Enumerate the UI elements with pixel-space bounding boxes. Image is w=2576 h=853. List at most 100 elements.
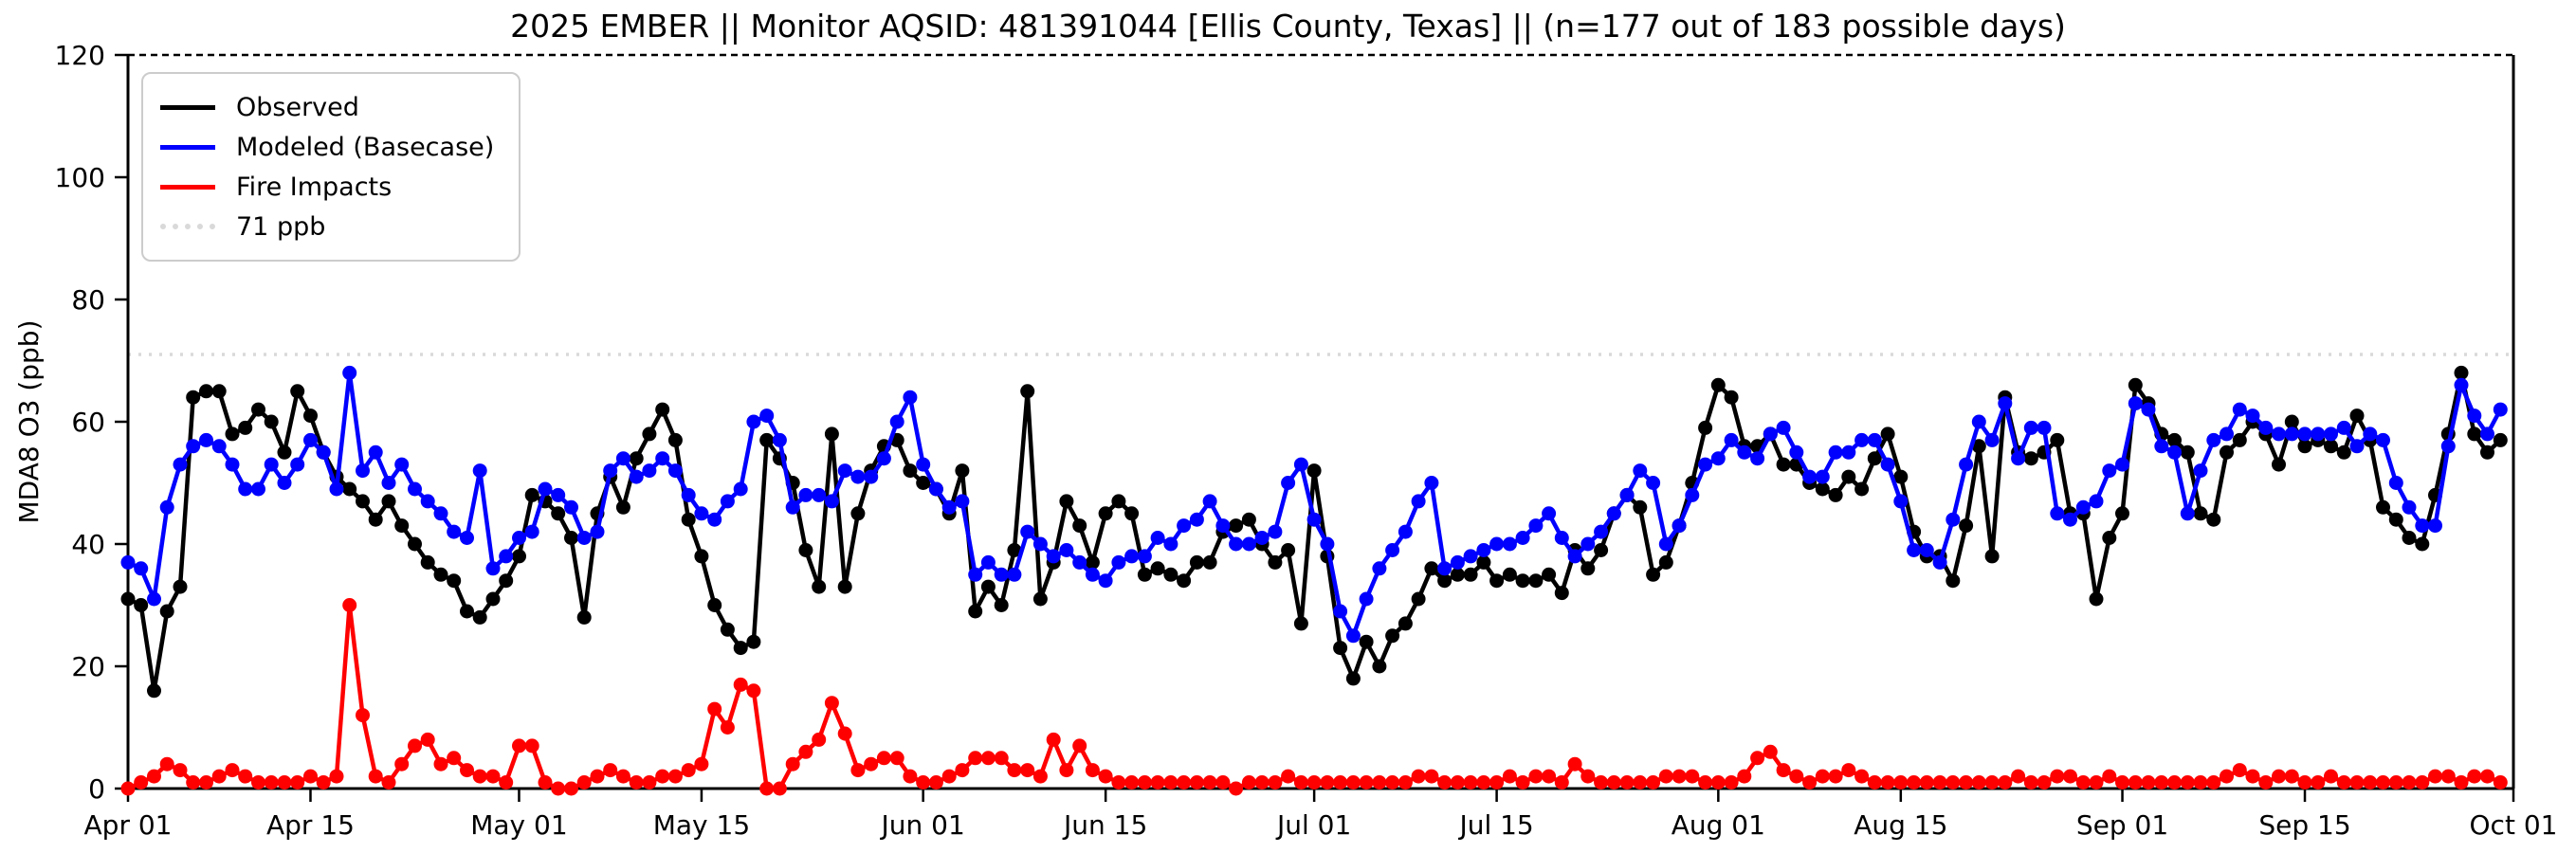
- series-point-2: [1320, 775, 1335, 789]
- x-tick-label: Aug 15: [1854, 809, 1947, 841]
- series-point-0: [1633, 499, 1648, 515]
- series-point-0: [1554, 586, 1569, 601]
- series-point-1: [2023, 420, 2038, 435]
- series-point-1: [225, 457, 240, 472]
- series-point-2: [772, 781, 787, 796]
- x-tick-label: Sep 15: [2258, 809, 2350, 841]
- series-point-1: [1867, 432, 1882, 447]
- series-point-1: [2011, 451, 2026, 466]
- x-tick-label: Jul 15: [1457, 809, 1533, 841]
- series-point-1: [512, 531, 526, 545]
- series-point-1: [1398, 524, 1413, 539]
- series-point-2: [1202, 775, 1217, 789]
- series-point-0: [1854, 481, 1870, 497]
- series-point-1: [420, 494, 435, 509]
- series-point-1: [1385, 543, 1400, 557]
- series-point-2: [1372, 775, 1387, 789]
- series-point-2: [1932, 775, 1947, 789]
- series-point-0: [277, 445, 292, 460]
- series-point-1: [1580, 536, 1596, 552]
- series-point-2: [394, 756, 410, 771]
- series-point-1: [1359, 591, 1374, 607]
- series-point-2: [1411, 769, 1426, 784]
- series-point-0: [2115, 506, 2129, 521]
- series-point-0: [1502, 567, 1517, 582]
- series-point-1: [1450, 554, 1465, 570]
- series-point-1: [2258, 420, 2274, 435]
- series-point-1: [1189, 512, 1204, 527]
- series-point-0: [499, 573, 514, 589]
- series-point-1: [837, 463, 852, 479]
- series-point-1: [1293, 457, 1308, 472]
- x-tick-label: Sep 01: [2076, 809, 2168, 841]
- series-point-2: [733, 677, 748, 692]
- series-point-2: [1763, 744, 1778, 759]
- series-point-0: [211, 384, 227, 399]
- series-point-2: [1032, 769, 1048, 784]
- legend-label: Observed: [236, 92, 359, 122]
- series-point-1: [238, 481, 253, 497]
- series-point-1: [472, 463, 487, 479]
- series-point-2: [1072, 738, 1087, 753]
- series-point-2: [968, 751, 983, 766]
- series-point-0: [1177, 573, 1192, 589]
- series-point-2: [1098, 769, 1113, 784]
- series-point-2: [1124, 775, 1140, 789]
- series-point-0: [1450, 567, 1465, 582]
- series-point-1: [1046, 549, 1061, 564]
- x-tick-label: Jul 01: [1275, 809, 1351, 841]
- series-point-2: [2415, 775, 2430, 789]
- series-point-1: [1763, 426, 1778, 442]
- series-point-2: [642, 775, 657, 789]
- series-point-1: [342, 365, 357, 380]
- series-point-0: [1971, 439, 1986, 454]
- series-point-1: [2376, 432, 2390, 447]
- series-point-0: [2167, 432, 2182, 447]
- series-point-2: [551, 781, 566, 796]
- series-point-1: [1411, 494, 1426, 509]
- series-point-1: [1841, 445, 1856, 460]
- series-point-2: [812, 732, 827, 747]
- series-point-2: [1463, 775, 1478, 789]
- series-point-1: [2102, 463, 2117, 479]
- series-point-0: [994, 598, 1009, 612]
- series-point-1: [1254, 531, 1270, 545]
- series-point-0: [2284, 414, 2299, 429]
- series-point-1: [876, 451, 891, 466]
- series-point-1: [1215, 518, 1231, 534]
- series-point-1: [2349, 439, 2365, 454]
- series-point-1: [2089, 494, 2104, 509]
- series-point-0: [1437, 573, 1452, 589]
- series-point-2: [667, 769, 683, 784]
- series-point-2: [889, 751, 904, 766]
- series-point-0: [837, 579, 852, 594]
- series-point-2: [277, 775, 292, 789]
- series-point-0: [1150, 561, 1165, 576]
- series-point-1: [1515, 531, 1530, 545]
- series-point-1: [186, 439, 201, 454]
- series-point-1: [812, 487, 827, 502]
- series-point-1: [1971, 414, 1986, 429]
- series-point-2: [876, 751, 891, 766]
- series-point-2: [1007, 763, 1022, 778]
- series-point-2: [2311, 775, 2326, 789]
- series-point-0: [1032, 591, 1048, 607]
- series-point-0: [2336, 445, 2351, 460]
- series-point-2: [2297, 775, 2312, 789]
- series-point-0: [2324, 439, 2338, 454]
- series-point-1: [1959, 457, 1974, 472]
- series-point-1: [2037, 420, 2052, 435]
- series-point-1: [889, 414, 904, 429]
- series-point-2: [1502, 769, 1517, 784]
- series-point-1: [2206, 432, 2221, 447]
- series-point-1: [772, 432, 787, 447]
- series-point-0: [2388, 512, 2403, 527]
- series-point-2: [2141, 775, 2156, 789]
- series-point-2: [2272, 769, 2286, 784]
- series-point-0: [2349, 408, 2365, 424]
- series-point-2: [785, 756, 800, 771]
- series-point-0: [290, 384, 305, 399]
- series-point-1: [1880, 457, 1895, 472]
